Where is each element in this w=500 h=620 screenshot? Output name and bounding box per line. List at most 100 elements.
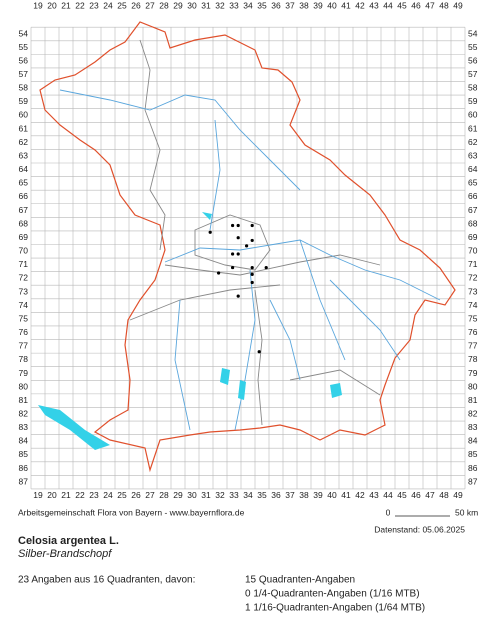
column-label: 24 <box>103 490 113 500</box>
column-label: 45 <box>397 490 407 500</box>
column-label: 41 <box>341 490 351 500</box>
row-label: 65 <box>19 178 29 188</box>
column-label: 43 <box>369 490 379 500</box>
row-label: 69 <box>19 232 29 242</box>
row-label: 77 <box>468 341 478 351</box>
column-label: 42 <box>355 0 365 10</box>
column-label: 44 <box>383 490 393 500</box>
row-label: 86 <box>468 463 478 473</box>
record-dot <box>257 350 261 354</box>
row-label: 79 <box>468 368 478 378</box>
column-label: 25 <box>117 490 127 500</box>
record-dot <box>236 236 240 240</box>
row-label: 60 <box>19 110 29 120</box>
credit: Arbeitsgemeinschaft Flora von Bayern - w… <box>18 507 245 517</box>
column-label: 21 <box>61 490 71 500</box>
row-label: 86 <box>19 463 29 473</box>
row-label: 68 <box>19 218 29 228</box>
state-border <box>39 21 456 473</box>
row-label: 76 <box>468 327 478 337</box>
row-label: 59 <box>19 96 29 106</box>
record-dot <box>231 265 235 270</box>
row-label: 78 <box>468 354 478 364</box>
column-label: 46 <box>411 0 421 10</box>
row-label: 75 <box>19 313 29 323</box>
column-label: 49 <box>453 0 463 10</box>
row-label: 56 <box>468 55 478 65</box>
column-label: 27 <box>145 0 155 10</box>
row-label: 78 <box>19 354 29 364</box>
row-label: 87 <box>19 476 29 486</box>
row-label: 69 <box>468 232 478 242</box>
row-label: 63 <box>468 150 478 160</box>
district-borders <box>129 39 381 426</box>
row-label: 70 <box>19 246 29 256</box>
record-dot <box>264 265 268 270</box>
column-label: 40 <box>327 490 337 500</box>
column-label: 31 <box>201 490 211 500</box>
row-label: 79 <box>19 368 29 378</box>
column-label: 19 <box>33 0 43 10</box>
column-label: 42 <box>355 490 365 500</box>
column-label: 45 <box>397 0 407 10</box>
row-label: 72 <box>19 273 29 283</box>
row-label: 56 <box>19 55 29 65</box>
record-dot <box>236 252 240 256</box>
row-label: 74 <box>19 300 29 310</box>
row-label: 62 <box>19 137 29 147</box>
column-label: 46 <box>411 490 421 500</box>
record-dot <box>250 238 254 243</box>
column-label: 34 <box>243 0 253 10</box>
record-dot <box>250 272 254 276</box>
row-label: 81 <box>19 395 29 405</box>
row-label: 83 <box>19 422 29 432</box>
column-label: 22 <box>75 490 85 500</box>
row-label: 75 <box>468 313 478 323</box>
row-label: 62 <box>468 137 478 147</box>
row-label: 73 <box>468 286 478 296</box>
detail: 1 1/16-Quadranten-Angaben (1/64 MTB) <box>245 603 425 614</box>
column-label: 37 <box>285 0 295 10</box>
scale-end: 50 km <box>455 507 478 517</box>
row-label: 82 <box>19 408 29 418</box>
row-label: 84 <box>19 436 29 446</box>
row-label: 58 <box>468 83 478 93</box>
summary: 23 Angaben aus 16 Quadranten, davon: <box>18 575 195 586</box>
column-label: 23 <box>89 490 99 500</box>
column-label: 49 <box>453 490 463 500</box>
row-label: 64 <box>468 164 478 174</box>
record-dot <box>217 271 221 275</box>
grid: 19 19 20 20 21 21 22 22 23 23 24 24 25 25 26 26 27 27 28 28… <box>19 0 478 500</box>
record-dot <box>236 294 240 298</box>
row-label: 61 <box>468 123 478 133</box>
row-label: 58 <box>19 83 29 93</box>
record-dot <box>231 252 235 256</box>
row-label: 76 <box>19 327 29 337</box>
row-label: 67 <box>19 205 29 215</box>
column-label: 32 <box>215 0 225 10</box>
row-label: 55 <box>19 42 29 52</box>
row-label: 67 <box>468 205 478 215</box>
row-label: 85 <box>468 449 478 459</box>
row-label: 70 <box>468 246 478 256</box>
column-label: 24 <box>103 0 113 10</box>
scale-start: 0 <box>386 507 391 517</box>
row-label: 54 <box>468 28 478 38</box>
column-label: 48 <box>439 0 449 10</box>
row-label: 74 <box>468 300 478 310</box>
row-label: 73 <box>19 286 29 296</box>
column-label: 27 <box>145 490 155 500</box>
column-label: 38 <box>299 490 309 500</box>
column-label: 20 <box>47 490 57 500</box>
column-label: 35 <box>257 490 267 500</box>
column-label: 33 <box>229 490 239 500</box>
column-label: 31 <box>201 0 211 10</box>
row-label: 55 <box>468 42 478 52</box>
row-label: 59 <box>468 96 478 106</box>
column-label: 22 <box>75 0 85 10</box>
column-label: 25 <box>117 0 127 10</box>
column-label: 21 <box>61 0 71 10</box>
column-label: 38 <box>299 0 309 10</box>
